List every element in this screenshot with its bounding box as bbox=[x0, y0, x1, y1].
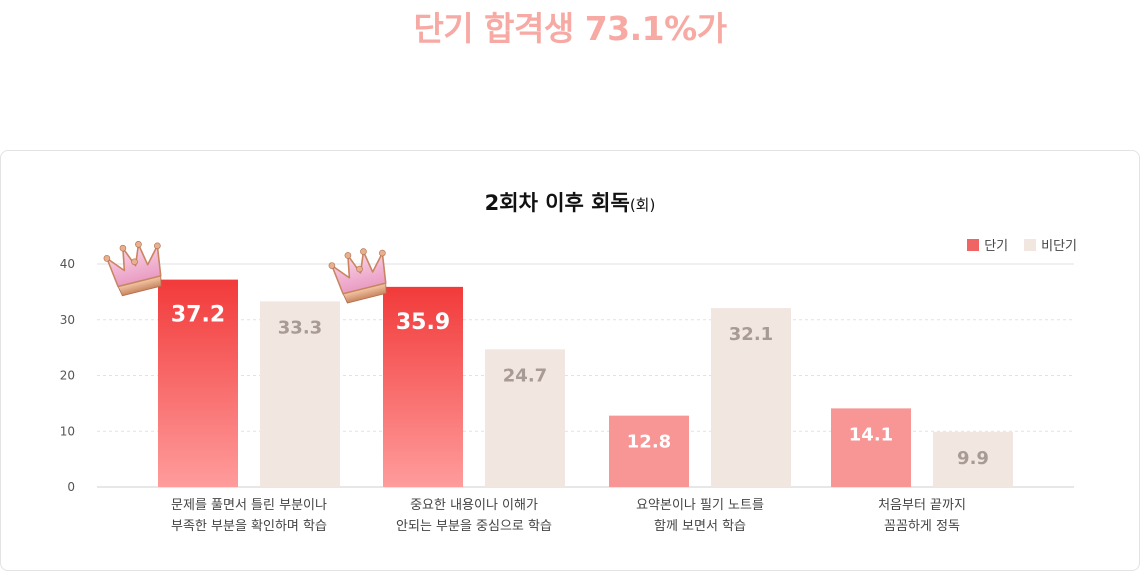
x-category-label: 요약본이나 필기 노트를 bbox=[636, 498, 764, 513]
x-category-label: 중요한 내용이나 이해가 bbox=[410, 498, 538, 513]
bar-short-term bbox=[831, 408, 911, 487]
bar-short-term bbox=[158, 279, 238, 487]
bar-value-non-short-term: 33.3 bbox=[278, 317, 322, 338]
legend-swatch-other bbox=[1024, 238, 1037, 251]
bar-value-non-short-term: 32.1 bbox=[729, 324, 773, 345]
legend-item-short: 단기 bbox=[967, 235, 1008, 254]
y-tick-label: 0 bbox=[67, 480, 75, 494]
bar-non-short-term bbox=[933, 431, 1013, 487]
x-category-label: 꼼꼼하게 정독 bbox=[884, 519, 960, 534]
legend-label-other: 비단기 bbox=[1041, 239, 1077, 254]
bar-value-non-short-term: 24.7 bbox=[503, 365, 547, 386]
bar-value-short-term: 37.2 bbox=[171, 303, 225, 328]
legend: 단기 비단기 bbox=[967, 235, 1077, 254]
y-tick-label: 30 bbox=[60, 313, 75, 327]
x-category-label: 문제를 풀면서 틀린 부분이나 bbox=[171, 498, 327, 513]
bar-short-term bbox=[609, 415, 689, 487]
x-category-label: 처음부터 끝까지 bbox=[878, 498, 966, 513]
bar-value-short-term: 14.1 bbox=[849, 424, 893, 445]
chart-title: 2회차 이후 회독(회) bbox=[1, 187, 1139, 217]
crown-icon bbox=[103, 241, 162, 297]
y-tick-label: 10 bbox=[60, 424, 75, 438]
x-category-label: 부족한 부분을 확인하며 학습 bbox=[171, 519, 327, 534]
bar-value-non-short-term: 9.9 bbox=[957, 448, 989, 469]
legend-swatch-short bbox=[967, 238, 980, 251]
bar-value-short-term: 35.9 bbox=[396, 310, 450, 335]
bar-non-short-term bbox=[711, 308, 791, 487]
bar-value-short-term: 12.8 bbox=[627, 432, 671, 453]
legend-item-other: 비단기 bbox=[1024, 235, 1077, 254]
chart-title-unit: (회) bbox=[629, 196, 656, 214]
x-category-label: 안되는 부분을 중심으로 학습 bbox=[396, 519, 552, 534]
bar-non-short-term bbox=[485, 349, 565, 487]
crown-icon bbox=[328, 248, 387, 304]
headline: 단기 합격생 73.1%가 bbox=[413, 9, 727, 48]
bar-non-short-term bbox=[260, 301, 340, 487]
y-tick-label: 40 bbox=[60, 257, 75, 271]
chart-title-text: 2회차 이후 회독 bbox=[484, 191, 630, 215]
legend-label-short: 단기 bbox=[984, 239, 1009, 254]
y-tick-label: 20 bbox=[60, 369, 75, 383]
x-category-label: 함께 보면서 학습 bbox=[654, 519, 746, 534]
bar-short-term bbox=[383, 286, 463, 487]
